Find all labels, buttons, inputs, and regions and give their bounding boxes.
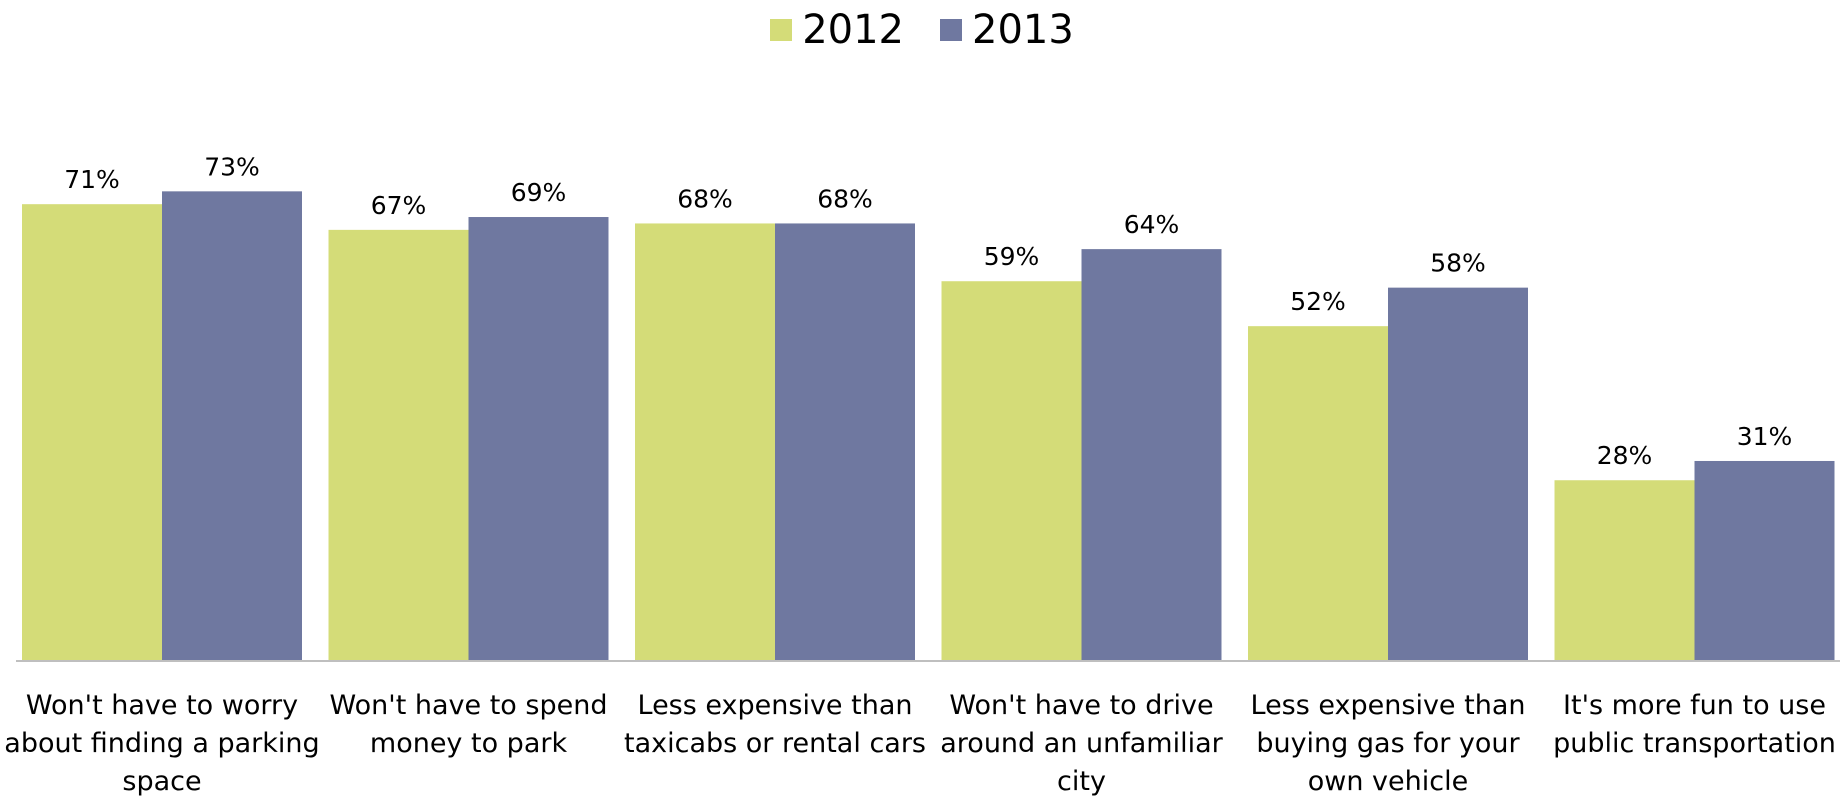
bar-2012-3[interactable] — [941, 281, 1082, 660]
legend: 2012 2013 — [0, 0, 1844, 60]
category-label-5: It's more fun to use public transportatio… — [1553, 690, 1836, 759]
bar-2013-1[interactable] — [468, 217, 609, 660]
data-label-2012-2: 68% — [677, 184, 733, 213]
data-label-2013-4: 58% — [1430, 249, 1486, 278]
bar-2013-2[interactable] — [775, 223, 915, 660]
category-label-1: Won't have to spend money to park — [330, 690, 608, 759]
data-label-2013-2: 68% — [817, 184, 873, 213]
bar-2012-2[interactable] — [635, 223, 775, 660]
legend-swatch-2012 — [770, 19, 793, 41]
bar-2013-4[interactable] — [1388, 287, 1528, 660]
legend-item-2012[interactable]: 2012 — [770, 7, 904, 53]
category-label-4: Less expensive than buying gas for your ow… — [1251, 690, 1526, 796]
data-label-2013-0: 73% — [204, 152, 260, 181]
bar-2012-4[interactable] — [1248, 326, 1388, 660]
legend-item-2013[interactable]: 2013 — [940, 7, 1074, 53]
bar-2012-5[interactable] — [1554, 480, 1695, 660]
legend-swatch-2013 — [940, 19, 962, 41]
data-label-2013-5: 31% — [1737, 422, 1793, 451]
bar-2013-5[interactable] — [1694, 460, 1835, 660]
category-label-2: Less expensive than taxicabs or rental ca… — [624, 690, 926, 759]
bar-2013-0[interactable] — [162, 191, 302, 660]
bar-2012-0[interactable] — [22, 204, 162, 660]
bar-2013-3[interactable] — [1081, 249, 1222, 660]
legend-label-2012: 2012 — [802, 7, 904, 53]
data-label-2012-3: 59% — [984, 242, 1040, 271]
data-label-2012-5: 28% — [1597, 441, 1653, 470]
data-label-2013-3: 64% — [1124, 210, 1180, 239]
data-label-2012-0: 71% — [64, 165, 120, 194]
data-label-2012-1: 67% — [371, 191, 427, 220]
data-label-2012-4: 52% — [1290, 287, 1346, 316]
data-label-2013-1: 69% — [511, 178, 567, 207]
category-label-0: Won't have to worry about finding a parki… — [4, 690, 319, 796]
bar-2012-1[interactable] — [328, 229, 469, 661]
category-label-3: Won't have to drive around an unfamiliar c… — [940, 690, 1223, 796]
legend-label-2013: 2013 — [972, 7, 1074, 53]
